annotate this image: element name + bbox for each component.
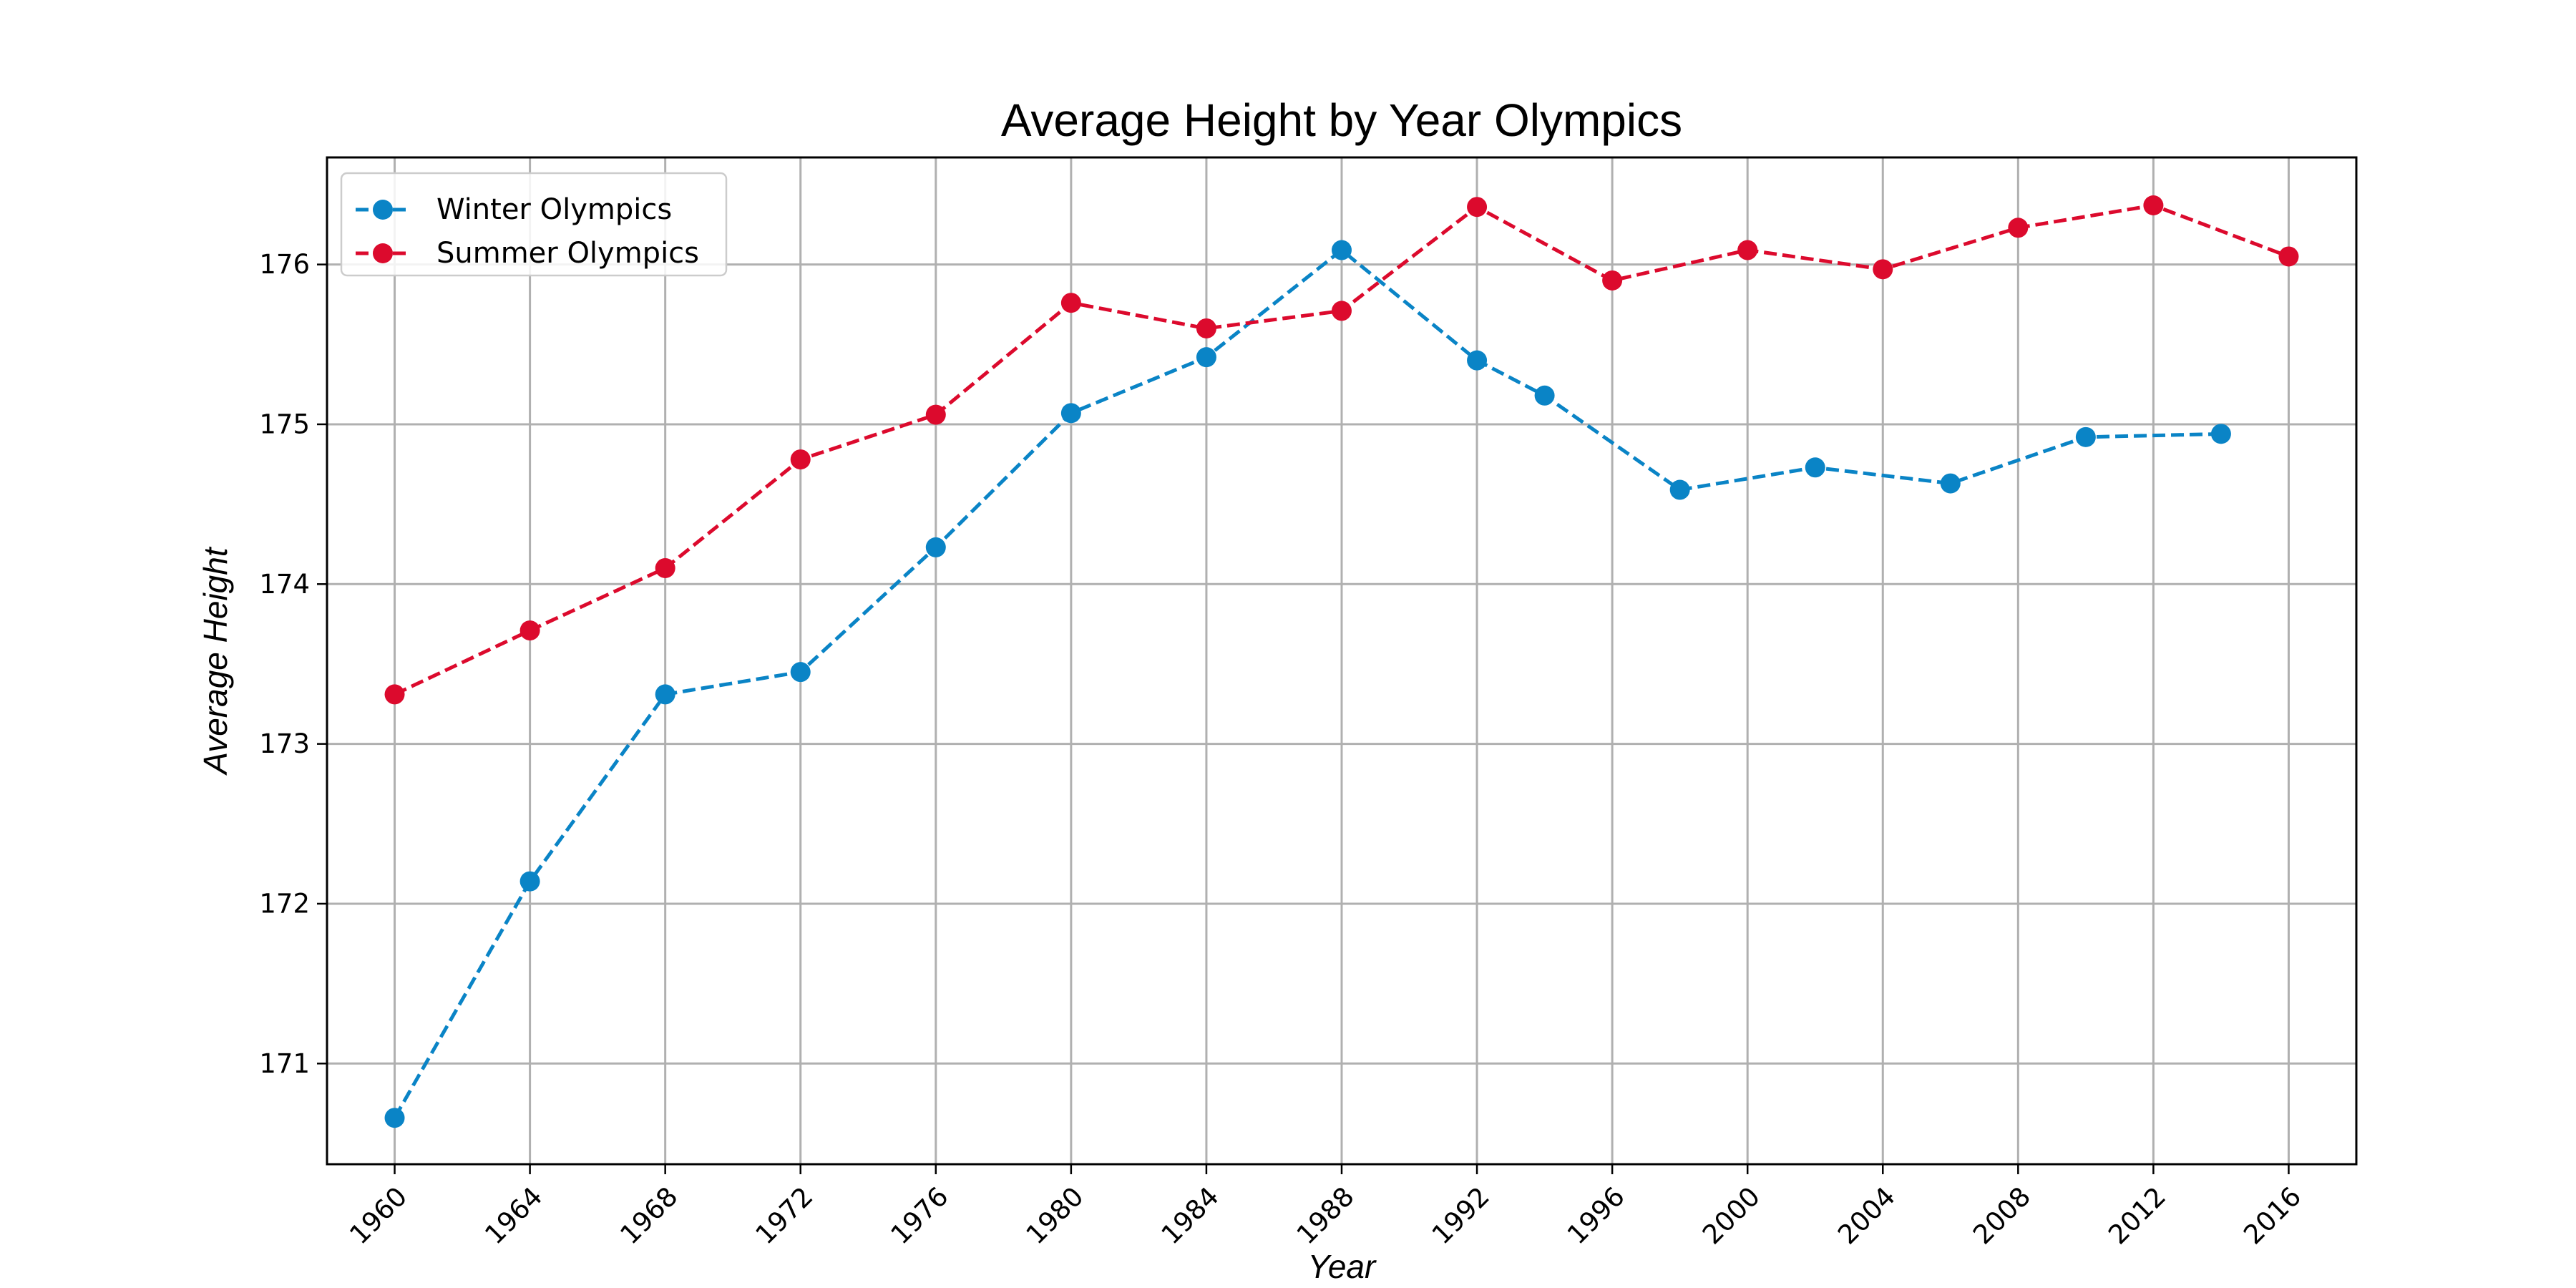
- x-tick-label: 1992: [1426, 1181, 1496, 1250]
- x-tick-label: 1968: [614, 1181, 683, 1250]
- data-point: [1669, 479, 1690, 500]
- series-winter-olympics: [384, 240, 2231, 1128]
- data-point: [519, 871, 540, 892]
- y-tick-label: 174: [259, 569, 310, 600]
- series-summer-olympics: [384, 195, 2299, 705]
- x-axis-label: Year: [1308, 1248, 1377, 1285]
- y-tick-label: 175: [259, 409, 310, 439]
- legend-label: Summer Olympics: [436, 237, 699, 270]
- legend: Winter Olympics Summer Olympics: [340, 172, 728, 277]
- x-tick-label: 1960: [343, 1181, 413, 1250]
- data-point: [2075, 426, 2096, 447]
- data-point: [655, 557, 675, 578]
- legend-marker: [373, 243, 393, 263]
- legend-marker: [373, 200, 393, 220]
- y-tick-label: 176: [259, 249, 310, 280]
- x-tick-label: 1964: [479, 1181, 548, 1250]
- data-point: [1602, 270, 1623, 291]
- data-point: [1467, 350, 1488, 371]
- data-point: [1737, 240, 1758, 260]
- data-point: [384, 684, 405, 705]
- y-axis-label: Average Height: [197, 546, 234, 776]
- series-line: [393, 248, 2221, 1119]
- data-point: [1060, 293, 1081, 313]
- legend-entries: Winter Olympics Summer Olympics: [356, 193, 699, 270]
- data-point: [1940, 473, 1961, 494]
- data-point: [925, 537, 946, 557]
- data-point: [384, 1108, 405, 1128]
- data-point: [2143, 195, 2164, 215]
- grid-lines: [327, 157, 2356, 1164]
- x-tick-label: 2008: [1967, 1181, 2036, 1250]
- y-tick-label: 171: [259, 1048, 310, 1079]
- x-tick-label: 2000: [1697, 1181, 1766, 1250]
- axis-ticks: 1960 1964 1968 1972 1976 1980 1984 1988 1992 1996…: [259, 249, 2307, 1250]
- y-tick-label: 173: [259, 728, 310, 759]
- x-tick-label: 1980: [1020, 1181, 1090, 1250]
- y-tick-label: 172: [259, 888, 310, 919]
- data-point: [790, 662, 811, 683]
- data-point: [1873, 259, 1893, 280]
- legend-label: Winter Olympics: [436, 193, 672, 226]
- series-layer: [384, 195, 2299, 1128]
- data-point: [1060, 403, 1081, 424]
- data-point: [1805, 457, 1825, 478]
- data-point: [2210, 424, 2231, 444]
- data-point: [1196, 347, 1216, 368]
- data-point: [790, 449, 811, 470]
- data-point: [1467, 197, 1488, 218]
- x-tick-label: 1972: [750, 1181, 819, 1250]
- x-tick-label: 2004: [1832, 1181, 1901, 1250]
- legend-box: [340, 172, 728, 277]
- x-tick-label: 2016: [2238, 1181, 2307, 1250]
- x-tick-label: 1988: [1291, 1181, 1360, 1250]
- data-point: [1332, 301, 1352, 321]
- x-tick-label: 1996: [1561, 1181, 1631, 1250]
- data-point: [1196, 318, 1216, 338]
- x-tick-label: 1984: [1156, 1181, 1225, 1250]
- data-point: [519, 620, 540, 641]
- legend-entry: Winter Olympics: [356, 193, 672, 226]
- data-point: [925, 404, 946, 425]
- data-point: [2008, 218, 2029, 238]
- chart-title: Average Height by Year Olympics: [1001, 94, 1682, 146]
- legend-entry: Summer Olympics: [356, 237, 699, 270]
- x-tick-label: 1976: [885, 1181, 955, 1250]
- data-point: [1534, 385, 1555, 406]
- data-point: [655, 684, 675, 705]
- data-point: [2278, 246, 2299, 267]
- data-point: [1332, 240, 1352, 260]
- x-tick-label: 2012: [2102, 1181, 2172, 1250]
